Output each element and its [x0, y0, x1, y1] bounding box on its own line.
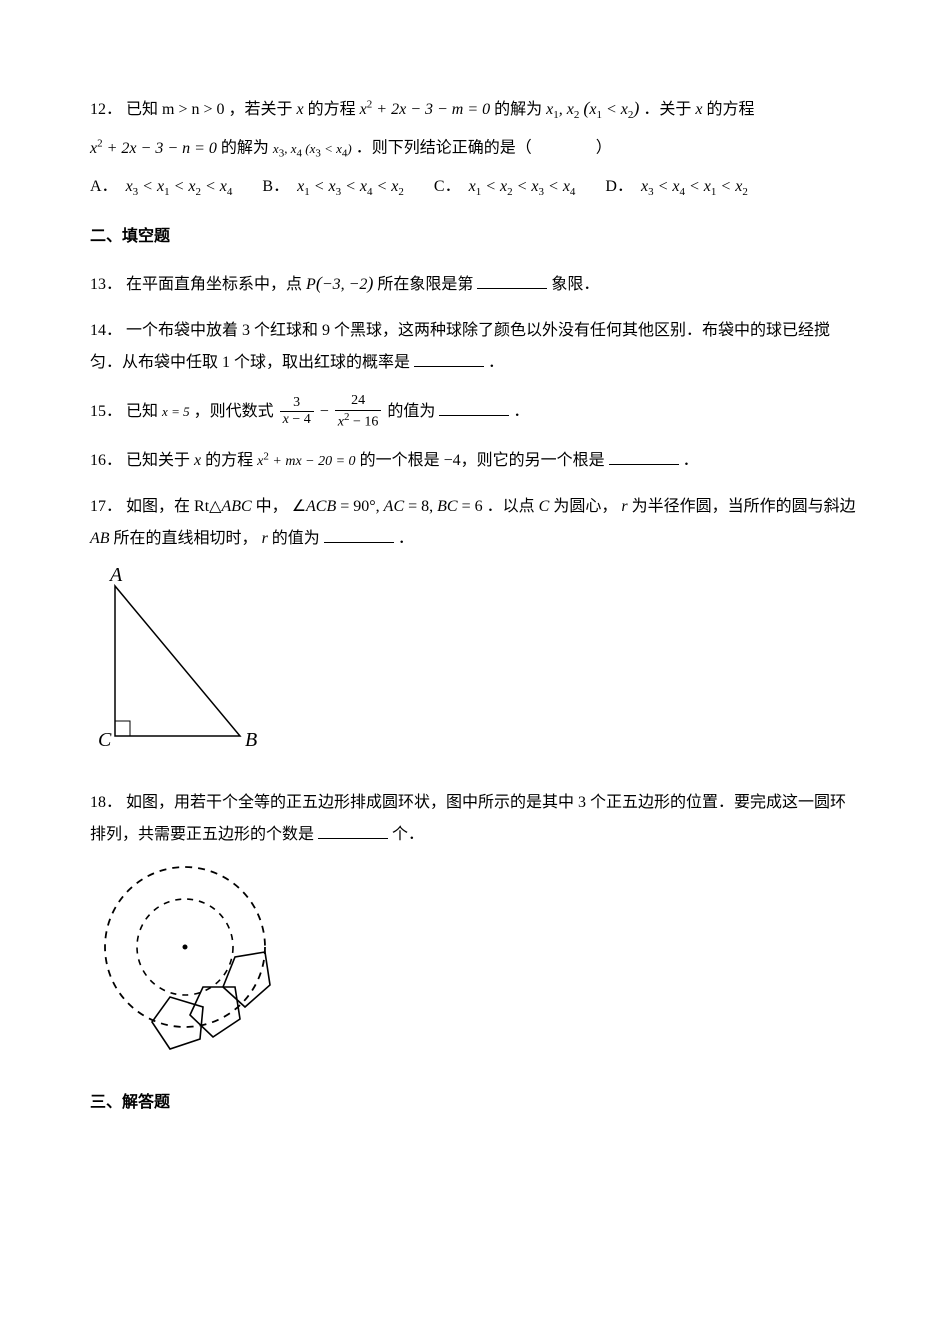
q12-text-d: 的解为: [494, 101, 546, 118]
q16-var-x: x: [194, 452, 201, 469]
q12-cond: m > n > 0: [162, 101, 225, 118]
q13-text-a: 在平面直角坐标系中，点: [126, 276, 306, 293]
q17-label-b: B: [245, 729, 257, 751]
q17-number: 17．: [90, 498, 122, 515]
q12-option-b: B． x1 < x3 < x4 < x2: [262, 171, 404, 203]
q12-eq1: x2 + 2x − 3 − m = 0: [360, 101, 490, 118]
q17-blank: [324, 526, 394, 543]
q17-text-c: ．以点: [487, 498, 539, 515]
question-15: 15． 已知 x = 5 ，则代数式 3 x − 4 − 24 x2 − 16 …: [90, 393, 860, 431]
q17-ab: AB: [90, 530, 110, 547]
q12-option-a: A． x3 < x1 < x2 < x4: [90, 171, 232, 203]
q16-text-b: 的方程: [205, 452, 257, 469]
q12-text-b: ，若关于: [229, 101, 297, 118]
q16-blank: [609, 448, 679, 465]
q17-text-d: 为圆心，: [553, 498, 617, 515]
q17-label-a: A: [108, 564, 123, 586]
q18-text-b: 个．: [392, 826, 424, 843]
q14-blank: [414, 350, 484, 367]
q15-blank: [439, 399, 509, 416]
q16-text-c: 的一个根是 −4，则它的另一个根是: [360, 452, 605, 469]
q13-blank: [477, 272, 547, 289]
q17-text-f: 所在的直线相切时，: [114, 530, 258, 547]
q12-option-c: C． x1 < x2 < x3 < x4: [434, 171, 576, 203]
q12-text-f: 的方程: [707, 101, 755, 118]
question-12: 12． 已知 m > n > 0 ，若关于 x 的方程 x2 + 2x − 3 …: [90, 90, 860, 203]
question-18: 18． 如图，用若干个全等的正五边形排成圆环状，图中所示的是其中 3 个正五边形…: [90, 787, 860, 1069]
q13-text-c: 象限．: [551, 276, 599, 293]
q18-blank: [318, 822, 388, 839]
q17-var-r: r: [621, 498, 627, 515]
question-14: 14． 一个布袋中放着 3 个红球和 9 个黑球，这两种球除了颜色以外没有任何其…: [90, 315, 860, 379]
q17-text-a: 如图，在: [126, 498, 194, 515]
section-3-heading: 三、解答题: [90, 1087, 860, 1119]
q14-text-b: ．: [488, 354, 504, 371]
q17-text-h: ．: [398, 530, 414, 547]
q12-text-g: 的解为: [221, 140, 273, 157]
question-13: 13． 在平面直角坐标系中，点 P(−3, −2) 所在象限是第 象限．: [90, 265, 860, 301]
q15-frac2: 24 x2 − 16: [335, 393, 382, 431]
q12-text-c: 的方程: [308, 101, 360, 118]
q12-var-x2: x: [695, 101, 702, 118]
q18-number: 18．: [90, 794, 122, 811]
q13-text-b: 所在象限是第: [377, 276, 473, 293]
q15-text-d: ．: [513, 403, 529, 420]
q12-var-x1: x: [297, 101, 304, 118]
q15-xval: x = 5: [162, 404, 190, 419]
question-16: 16． 已知关于 x 的方程 x2 + mx − 20 = 0 的一个根是 −4…: [90, 445, 860, 477]
q17-label-c: C: [98, 729, 112, 751]
q12-text-e: ．关于: [643, 101, 695, 118]
q17-cond: ∠ACB = 90°, AC = 8, BC = 6: [292, 498, 483, 515]
q12-eq2: x2 + 2x − 3 − n = 0: [90, 140, 217, 157]
q17-tri: Rt△ABC: [194, 498, 252, 515]
q14-number: 14．: [90, 322, 122, 339]
section-2-heading: 二、填空题: [90, 221, 860, 253]
q16-number: 16．: [90, 452, 122, 469]
q15-text-c: 的值为: [387, 403, 435, 420]
q17-text-e: 为半径作圆，当所作的圆与斜边: [632, 498, 856, 515]
q15-text-a: 已知: [126, 403, 162, 420]
q18-text-a: 如图，用若干个全等的正五边形排成圆环状，图中所示的是其中 3 个正五边形的位置．…: [90, 794, 846, 843]
q15-number: 15．: [90, 403, 122, 420]
q12-options: A． x3 < x1 < x2 < x4 B． x1 < x3 < x4 < x…: [90, 171, 860, 203]
q12-text-a: 已知: [126, 101, 162, 118]
q17-figure: A B C: [90, 561, 860, 773]
q17-ptC: C: [539, 498, 550, 515]
q15-minus: −: [320, 403, 333, 420]
q15-frac1: 3 x − 4: [280, 395, 314, 430]
q12-sol2: x3, x4 (x3 < x4): [273, 141, 352, 156]
q13-number: 13．: [90, 276, 122, 293]
q12-option-d: D． x3 < x4 < x1 < x2: [605, 171, 747, 203]
q16-text-d: ．: [683, 452, 699, 469]
q17-var-r2: r: [262, 530, 268, 547]
q12-text-h: ．则下列结论正确的是（ ）: [356, 140, 612, 157]
q12-sol1: x1, x2 (x1 < x2): [546, 101, 639, 118]
q16-text-a: 已知关于: [126, 452, 194, 469]
q17-text-b: 中，: [256, 498, 288, 515]
q13-point: P(−3, −2): [306, 276, 373, 293]
q15-text-b: ，则代数式: [194, 403, 278, 420]
q12-number: 12．: [90, 101, 122, 118]
question-17: 17． 如图，在 Rt△ABC 中， ∠ACB = 90°, AC = 8, B…: [90, 491, 860, 773]
q16-eq: x2 + mx − 20 = 0: [257, 454, 355, 469]
q18-figure: [90, 857, 860, 1069]
q17-text-g: 的值为: [272, 530, 320, 547]
